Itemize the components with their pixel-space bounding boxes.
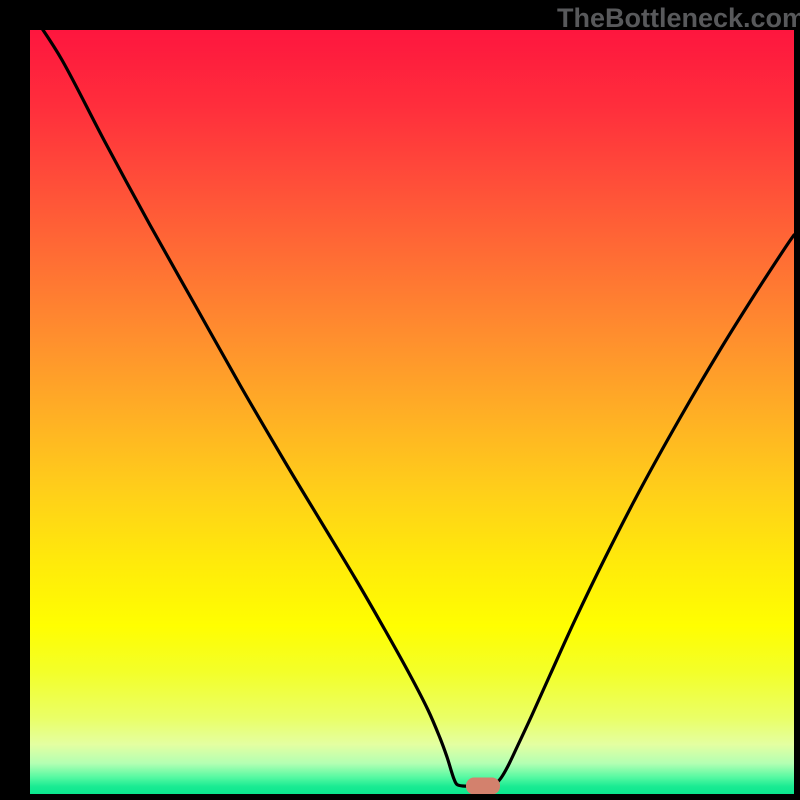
notch-marker <box>466 778 500 795</box>
bottleneck-chart: TheBottleneck.com <box>0 0 800 800</box>
watermark-text: TheBottleneck.com <box>557 3 800 34</box>
curve-layer <box>0 0 800 800</box>
bottleneck-curve <box>30 11 794 786</box>
